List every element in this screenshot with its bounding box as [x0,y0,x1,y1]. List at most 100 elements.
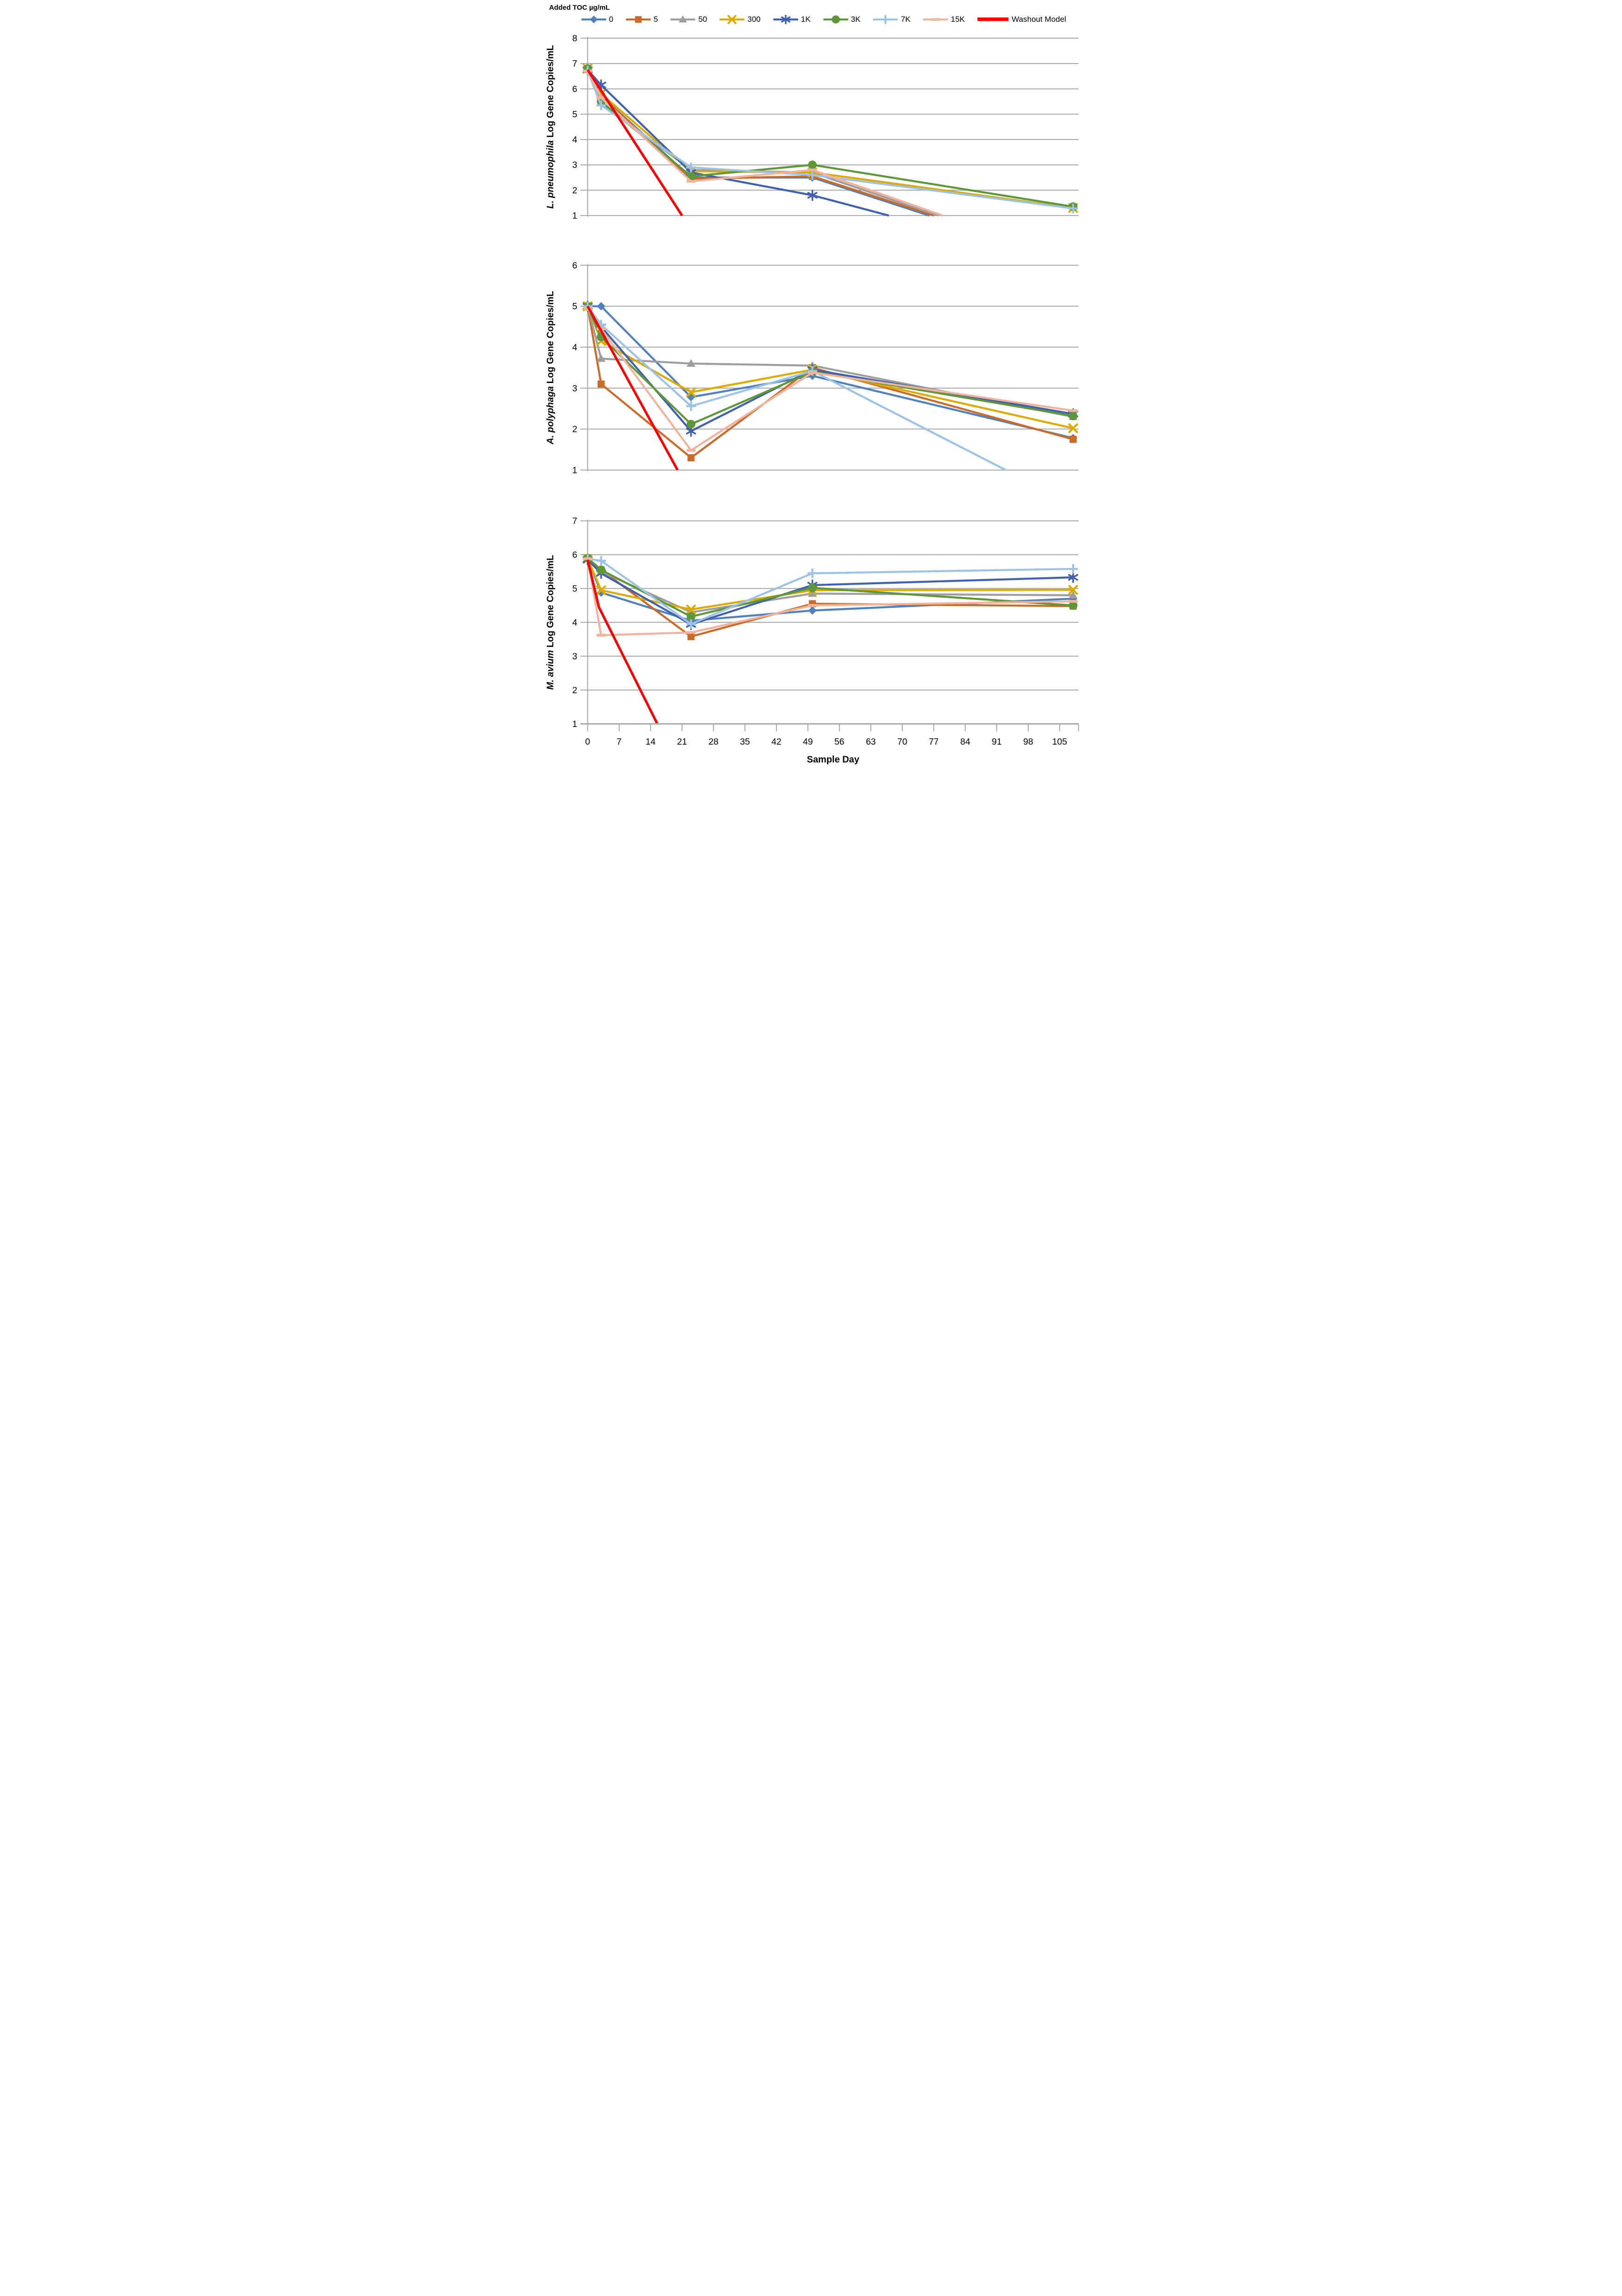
series-50-line [586,69,939,217]
legend-item-label: 5 [653,14,658,24]
three-panel-line-chart: L. pneumophila Log Gene Copies/mL 1 2 3 4 5 6… [545,34,1079,765]
asterisk-marker-icon [807,189,817,201]
y-tick-label: 4 [572,618,577,628]
dash-marker-icon [1068,409,1078,412]
y-tick-label: 6 [572,261,577,271]
dash-marker-icon [686,180,695,183]
plus-marker-icon [596,556,606,566]
triangle-marker-icon [808,589,817,597]
y-tick-label: 6 [572,84,577,94]
y-tick-label: 7 [572,517,577,526]
dash-marker-icon [808,168,817,172]
plot-area-a-polyphaga: 1 2 3 4 5 6 [572,261,1079,475]
y-tick-label: 4 [572,135,577,145]
plus-marker-icon [686,401,696,411]
y-axis-title-a-polyphaga: A. polyphaga Log Gene Copies/mL [545,291,555,445]
dash-marker-icon [596,96,605,99]
square-marker-icon [597,380,604,388]
washout-model-line [586,69,683,217]
plus-marker-icon [686,619,696,629]
circle-marker-icon [596,565,605,574]
dash-marker-icon [583,557,592,561]
x-marker-icon [686,605,696,615]
circle-marker-icon [686,420,695,429]
chart-l-pneumophila: L. pneumophila Log Gene Copies/mL 1 2 3 4 5 6… [545,34,1079,221]
legend-row: 0 5 50 300 1K 3K 7K 15K Washout Model [541,12,1081,25]
legend-item-label: 3K [851,14,861,24]
x-tick-label: 35 [740,737,750,747]
dash-marker-icon [596,634,605,637]
x-tick-label: 49 [803,737,813,747]
legend-item-5: 5 [625,15,658,24]
series-15K-line [586,70,943,217]
y-tick-label: 5 [572,110,577,120]
y-tick-label: 4 [572,343,577,352]
y-axis-title-m-avium: M. avium Log Gene Copies/mL [545,555,555,690]
y-tick-label: 3 [572,384,577,394]
legend-item-label: 15K [951,14,965,24]
x-marker-icon [1068,423,1078,434]
plus-marker-icon [1068,204,1078,213]
x-marker-icon [596,585,606,595]
y-tick-label: 3 [572,652,577,662]
series-3k-marker-icon [823,15,848,24]
legend-item-label: Washout Model [1011,14,1066,24]
legend-item-1k: 1K [773,14,811,24]
x-tick-label: 70 [897,737,907,747]
circle-marker-icon [686,612,695,621]
x-marker-icon [1068,585,1078,595]
y-tick-label: 5 [572,584,577,594]
legend-item-label: 7K [901,14,911,24]
y-tick-label: 3 [572,160,577,170]
x-axis-title: Sample Day [807,755,859,765]
plus-marker-icon [807,366,817,376]
series-15k-marker-icon [923,18,948,21]
triangle-marker-icon [686,359,695,367]
series-300-line [586,68,1073,209]
y-tick-label: 8 [572,34,577,44]
x-tick-label: 28 [708,737,718,747]
series-5-marker-icon [626,16,651,23]
dash-marker-icon [808,604,817,607]
x-tick-label: 7 [617,737,622,747]
square-marker-icon [687,454,694,461]
washout-model-line-icon [977,17,1009,21]
y-axis-title-l-pneumophila: L. pneumophila Log Gene Copies/mL [545,45,555,209]
plus-marker-icon [1068,564,1078,574]
y-tick-label: 1 [572,720,577,729]
x-tick-label: 91 [992,737,1001,747]
plus-marker-icon [596,100,606,110]
legend-item-300: 300 [719,14,761,24]
plus-marker-icon [686,162,696,172]
circle-marker-icon [1069,601,1077,610]
square-marker-icon [687,633,694,640]
y-tick-label: 7 [572,59,577,69]
dash-marker-icon [931,18,940,21]
plus-marker-icon [881,14,890,24]
dash-marker-icon [686,631,695,634]
diamond-marker-icon [590,15,598,23]
dash-marker-icon [686,449,695,452]
x-tick-label: 63 [865,737,875,747]
diamond-marker-icon [808,606,816,615]
plot-area-l-pneumophila: 1 2 3 4 5 6 7 8 [572,34,1079,221]
circle-marker-icon [808,160,817,169]
legend-item-3k: 3K [823,14,861,24]
series-5-line [586,306,1074,459]
series-1K-line [586,69,889,217]
y-tick-label: 2 [572,186,577,196]
legend: Added TOC µg/mL 0 5 50 300 1K 3K 7K 15K … [541,0,1081,25]
x-marker-icon [686,387,696,397]
dash-marker-icon [1068,600,1078,603]
y-tick-label: 2 [572,686,577,695]
square-marker-icon [1069,435,1077,443]
x-tick-label: 98 [1023,737,1033,747]
x-marker-icon [727,14,737,24]
triangle-marker-icon [679,15,687,23]
square-marker-icon [635,16,642,23]
y-tick-label: 1 [572,211,577,221]
legend-item-label: 0 [609,14,613,24]
x-tick-label: 42 [771,737,781,747]
triangle-marker-icon [1068,591,1078,599]
